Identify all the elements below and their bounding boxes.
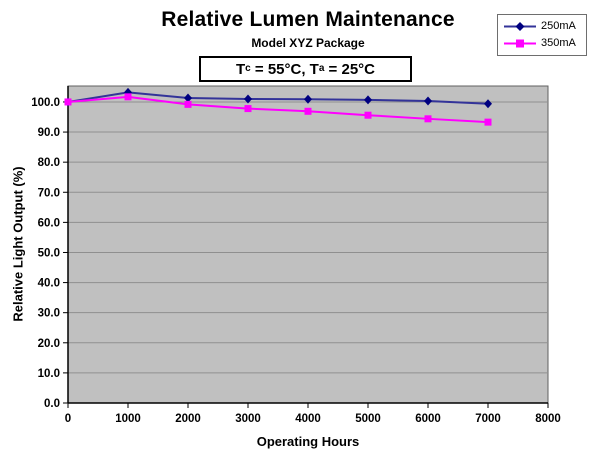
x-tick-label-3000: 3000 [235,413,261,425]
legend-entry-250ma: 250mA [503,20,580,33]
annotation-text-prefix: T [235,60,246,78]
legend-square-marker-icon [504,39,536,48]
legend-label-350ma: 350mA [541,37,576,49]
marker-350mA-3000 [244,105,252,113]
x-tick-label-4000: 4000 [295,413,321,425]
x-tick-label-1000: 1000 [115,413,141,425]
y-axis-title: Relative Light Output (%) [10,166,26,322]
x-axis-title: Operating Hours [256,434,360,449]
y-tick-label-30.0: 30.0 [38,308,60,320]
y-tick-label-40.0: 40.0 [38,278,60,290]
marker-250mA-7000 [484,99,492,109]
marker-350mA-5000 [364,111,372,119]
legend-diamond-marker-icon [504,22,536,31]
marker-350mA-6000 [424,115,432,123]
legend: 250mA 350mA [497,14,587,56]
marker-250mA-6000 [424,96,432,106]
y-tick-label-90.0: 90.0 [38,127,60,139]
marker-250mA-4000 [304,94,312,104]
plot-area [67,85,549,404]
annotation-sub-a: a [318,63,325,74]
chart-subtitle: Model XYZ Package [251,36,365,50]
x-tick-label-6000: 6000 [415,413,441,425]
series-line-250mA [67,91,489,105]
y-tick-label-20.0: 20.0 [38,338,60,350]
series-line-350mA [67,95,489,124]
chart-title: Relative Lumen Maintenance [161,8,455,31]
y-tick-label-70.0: 70.0 [38,187,60,199]
marker-350mA-2000 [184,100,192,108]
legend-label-250ma: 250mA [541,20,576,32]
marker-350mA-1000 [124,93,132,101]
x-tick-label-5000: 5000 [355,413,381,425]
marker-350mA-7000 [484,118,492,126]
x-tick-label-7000: 7000 [475,413,501,425]
annotation-text-middle: = 55°C, T [250,60,319,78]
legend-entry-350ma: 350mA [503,37,580,50]
y-tick-label-80.0: 80.0 [38,157,60,169]
y-tick-label-60.0: 60.0 [38,217,60,229]
y-tick-label-100.0: 100.0 [31,97,60,109]
x-tick-label-0: 0 [65,413,71,425]
x-tick-label-8000: 8000 [535,413,561,425]
marker-250mA-3000 [244,94,252,104]
y-tick-label-50.0: 50.0 [38,247,60,259]
marker-350mA-4000 [304,107,312,115]
y-tick-label-10.0: 10.0 [38,368,60,380]
marker-350mA-0 [64,98,72,106]
x-tick-label-2000: 2000 [175,413,201,425]
annotation-text-suffix: = 25°C [324,60,376,78]
annotation-sub-c: c [245,63,251,74]
marker-250mA-2000 [184,93,192,103]
y-tick-label-0.0: 0.0 [44,398,60,410]
marker-250mA-5000 [364,95,372,105]
